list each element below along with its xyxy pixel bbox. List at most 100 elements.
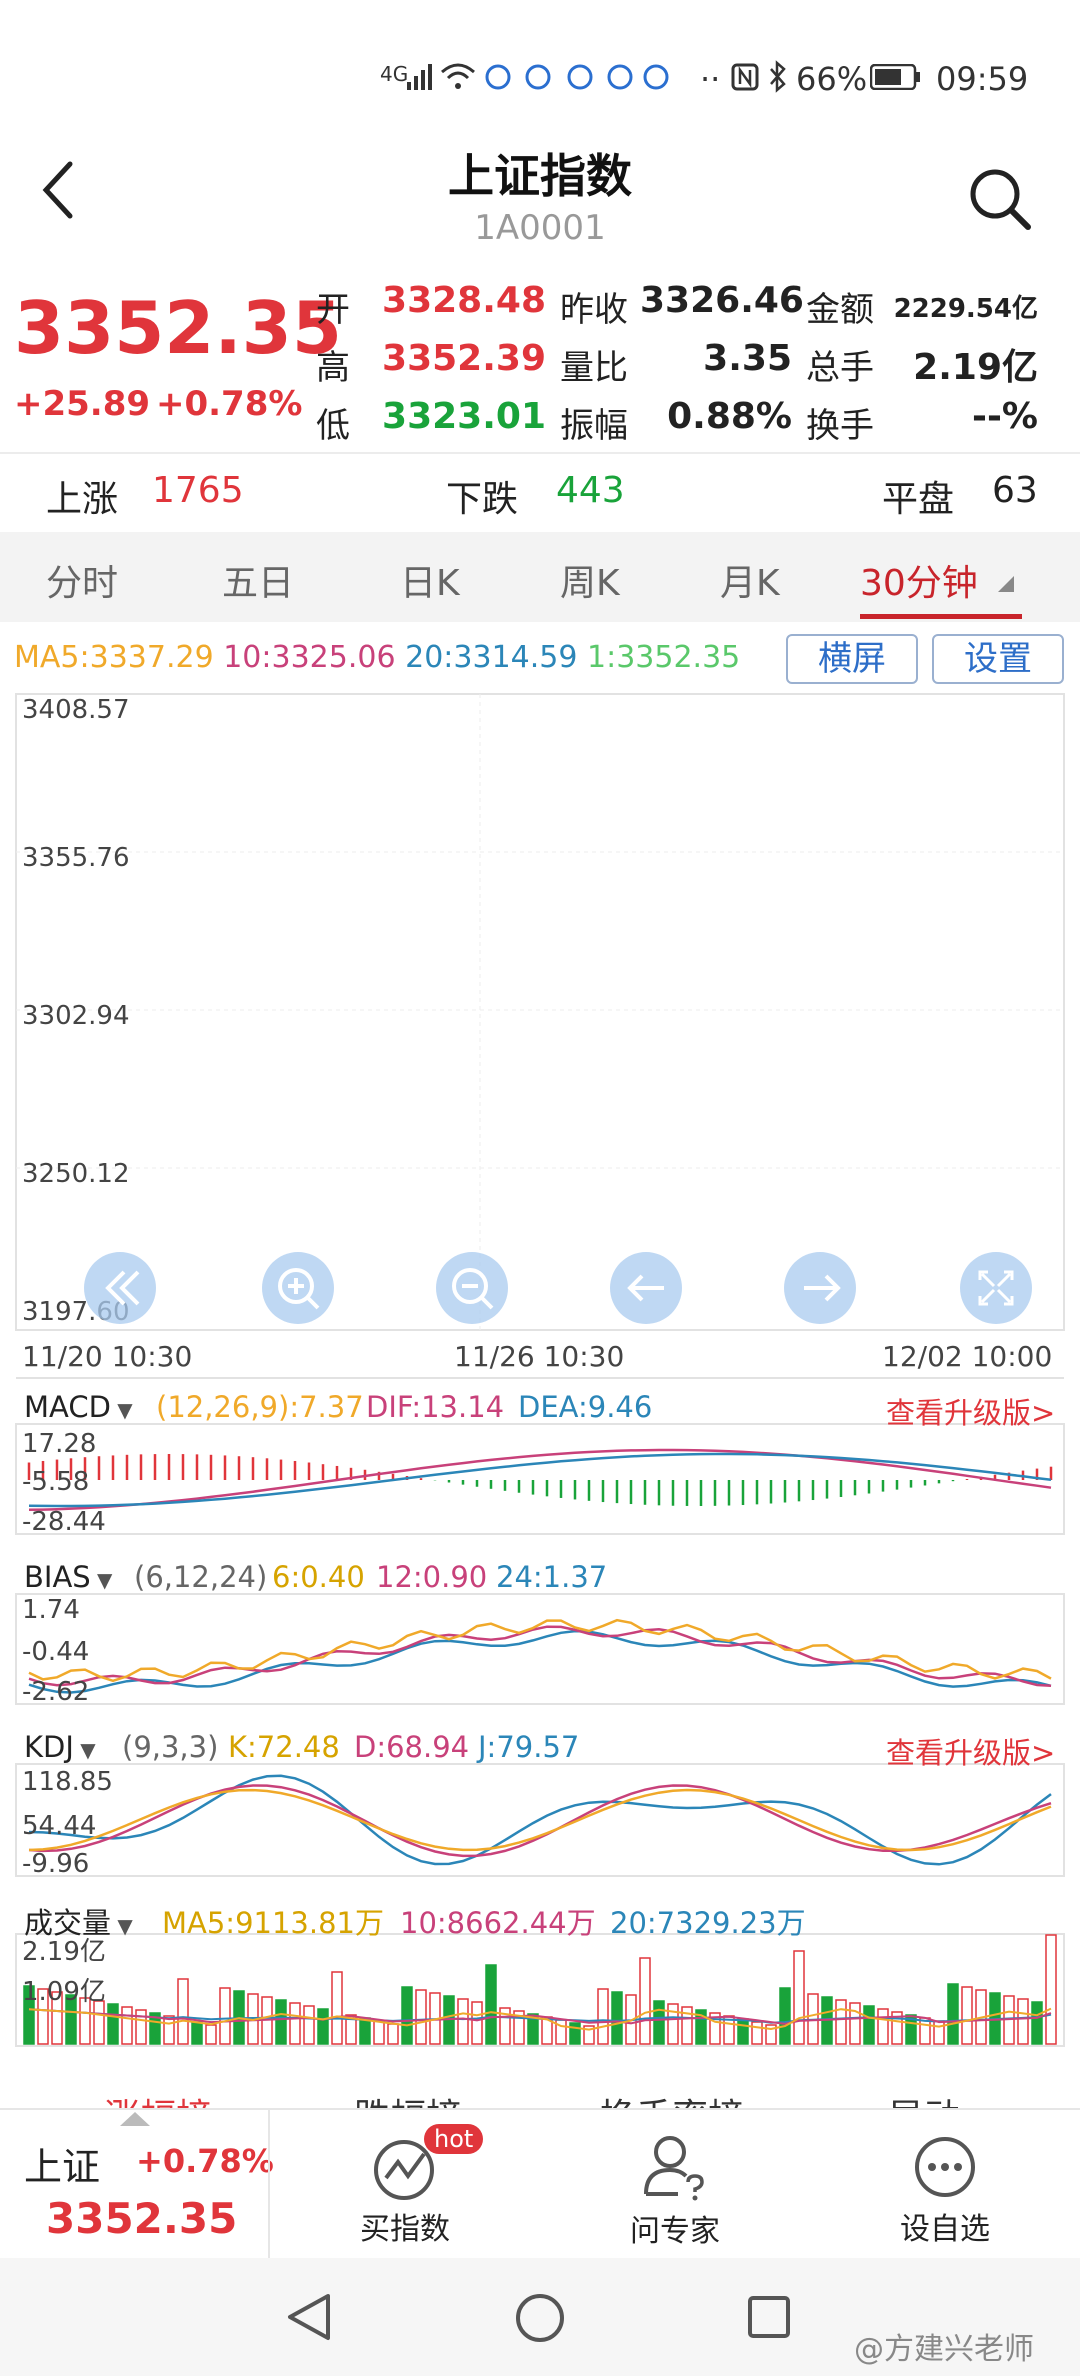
- clock: 09:59: [936, 60, 1029, 98]
- volume-bar: [177, 1978, 189, 2045]
- last-price: 3352.35: [14, 286, 342, 370]
- volume-bar: [863, 2005, 875, 2045]
- high-label: 高: [316, 348, 350, 388]
- volume-bar: [331, 1971, 343, 2045]
- volume-bar: [779, 1987, 791, 2045]
- bias-y-3: -2.62: [22, 1677, 89, 1707]
- volume-bar: [1017, 1998, 1029, 2045]
- volume-bar: [499, 2007, 511, 2045]
- bias24-line: [28, 1629, 1052, 1694]
- settings-button[interactable]: 设置: [932, 634, 1064, 684]
- more-dots-icon: [915, 2137, 975, 2197]
- divider: [0, 452, 1080, 454]
- bottom-action-bar: 上证 +0.78% 3352.35 hot 买指数 问专家 设自选: [0, 2108, 1080, 2260]
- page-title: 上证指数: [448, 149, 632, 203]
- amount-label: 金额: [806, 290, 874, 330]
- rank-tab-anomaly[interactable]: 异动: [888, 2088, 960, 2108]
- up-count: 1765: [152, 470, 244, 511]
- macd-upgrade-link[interactable]: 查看升级版>: [886, 1396, 1056, 1430]
- bias-title[interactable]: BIAS ▼: [24, 1560, 112, 1594]
- macd-dif: DIF:13.14: [366, 1390, 505, 1424]
- volume-bar: [681, 2006, 693, 2045]
- prev-close-label: 昨收: [560, 290, 628, 330]
- back-arrow-icon[interactable]: [30, 150, 100, 230]
- zoom-out-button[interactable]: [436, 1252, 508, 1324]
- kdj-k-line: [28, 1788, 1052, 1852]
- search-icon[interactable]: [960, 160, 1040, 240]
- kdj-y-1: 118.85: [22, 1767, 113, 1797]
- rank-tab-turnover[interactable]: 换手率榜: [600, 2088, 744, 2108]
- buy-index-button[interactable]: hot 买指数: [340, 2124, 484, 2254]
- hot-badge: hot: [424, 2124, 484, 2154]
- dropdown-icon: ▼: [111, 1914, 133, 1938]
- volume-bar: [709, 2012, 721, 2045]
- volume-bars: [23, 1934, 1057, 2045]
- total-hand-label: 总手: [806, 348, 874, 388]
- tab-five-day[interactable]: 五日: [222, 563, 295, 604]
- landscape-button[interactable]: 横屏: [786, 634, 918, 684]
- volume-bar: [93, 2000, 105, 2045]
- vol-ma10-line: [28, 2008, 1052, 2025]
- high-value: 3352.39: [382, 338, 546, 379]
- vol-ma5-value: MA5:9113.81万: [162, 1906, 385, 1940]
- battery-percent: 66%: [796, 60, 868, 98]
- nfc-icon: [731, 63, 759, 91]
- rank-tab-losers[interactable]: 跌幅榜: [354, 2088, 462, 2108]
- kdj-title[interactable]: KDJ ▼: [24, 1730, 96, 1764]
- volume-bar: [51, 1991, 63, 2045]
- status-bar: 4G ·· 66% 09:59: [0, 0, 1080, 130]
- chart-area: 3408.57 3355.76 3302.94 3250.12 3197.60 …: [15, 693, 1065, 2047]
- volume-frame: [15, 1933, 1065, 2047]
- volume-bar: [485, 1964, 497, 2045]
- add-watchlist-button[interactable]: 设自选: [880, 2124, 1010, 2254]
- volume-bar: [597, 1988, 609, 2045]
- kdj-upgrade-link[interactable]: 查看升级版>: [886, 1736, 1056, 1770]
- bias-y-2: -0.44: [22, 1637, 89, 1667]
- change-percent: +0.78%: [156, 384, 303, 424]
- dropdown-icon: ▼: [110, 1398, 133, 1422]
- rank-tab-gainers[interactable]: 涨幅榜: [104, 2088, 212, 2108]
- watermark: @方建兴老师: [854, 2332, 1034, 2367]
- market-breadth: 上涨 1765 下跌 443 平盘 63: [0, 456, 1080, 530]
- ma-legend: MA5:3337.29 10:3325.06 20:3314.59 1:3352…: [14, 640, 740, 675]
- scroll-left-fast-button[interactable]: [84, 1252, 156, 1324]
- amount-value: 2229.54亿: [893, 294, 1038, 324]
- app-notification-icons: [485, 64, 669, 90]
- open-value: 3328.48: [382, 280, 546, 321]
- bias6-line: [28, 1618, 1052, 1683]
- nav-back-icon[interactable]: [284, 2292, 334, 2342]
- zoom-in-button[interactable]: [262, 1252, 334, 1324]
- ma5-value: MA5:3337.29: [14, 640, 214, 675]
- volume-bar: [695, 2009, 707, 2045]
- expand-up-triangle-icon[interactable]: [120, 2110, 150, 2126]
- scroll-right-button[interactable]: [784, 1252, 856, 1324]
- volume-bar: [891, 2011, 903, 2045]
- volume-name: 成交量: [24, 1906, 112, 1940]
- bottom-index-pct: +0.78%: [136, 2142, 274, 2180]
- vol-ma20-value: 20:7329.23万: [610, 1906, 806, 1940]
- volume-bar: [765, 2024, 777, 2045]
- tab-weekly-k[interactable]: 周K: [560, 563, 620, 604]
- tab-monthly-k[interactable]: 月K: [720, 563, 780, 604]
- tab-intraday[interactable]: 分时: [46, 563, 119, 604]
- nav-recents-icon[interactable]: [746, 2294, 792, 2340]
- fullscreen-button[interactable]: [960, 1252, 1032, 1324]
- more-dots: ··: [700, 60, 721, 98]
- kline-gridlines: [16, 694, 1064, 1330]
- nav-home-icon[interactable]: [514, 2292, 566, 2344]
- ask-expert-button[interactable]: 问专家: [610, 2124, 740, 2254]
- volume-title[interactable]: 成交量 ▼: [24, 1900, 133, 1942]
- macd-title[interactable]: MACD ▼: [24, 1390, 133, 1424]
- tab-30min[interactable]: 30分钟: [860, 563, 978, 604]
- tab-daily-k[interactable]: 日K: [400, 563, 460, 604]
- volume-ratio-label: 量比: [560, 348, 628, 388]
- scroll-left-button[interactable]: [610, 1252, 682, 1324]
- total-hand-value: 2.19亿: [913, 347, 1038, 388]
- volume-bar: [1031, 2001, 1043, 2045]
- turnover-value: --%: [972, 396, 1038, 437]
- volume-bar: [877, 2008, 889, 2045]
- tab-active-underline: [860, 614, 1022, 619]
- volume-bar: [317, 2008, 329, 2045]
- kdj-frame: [15, 1763, 1065, 1877]
- y-label-4: 3250.12: [22, 1159, 130, 1189]
